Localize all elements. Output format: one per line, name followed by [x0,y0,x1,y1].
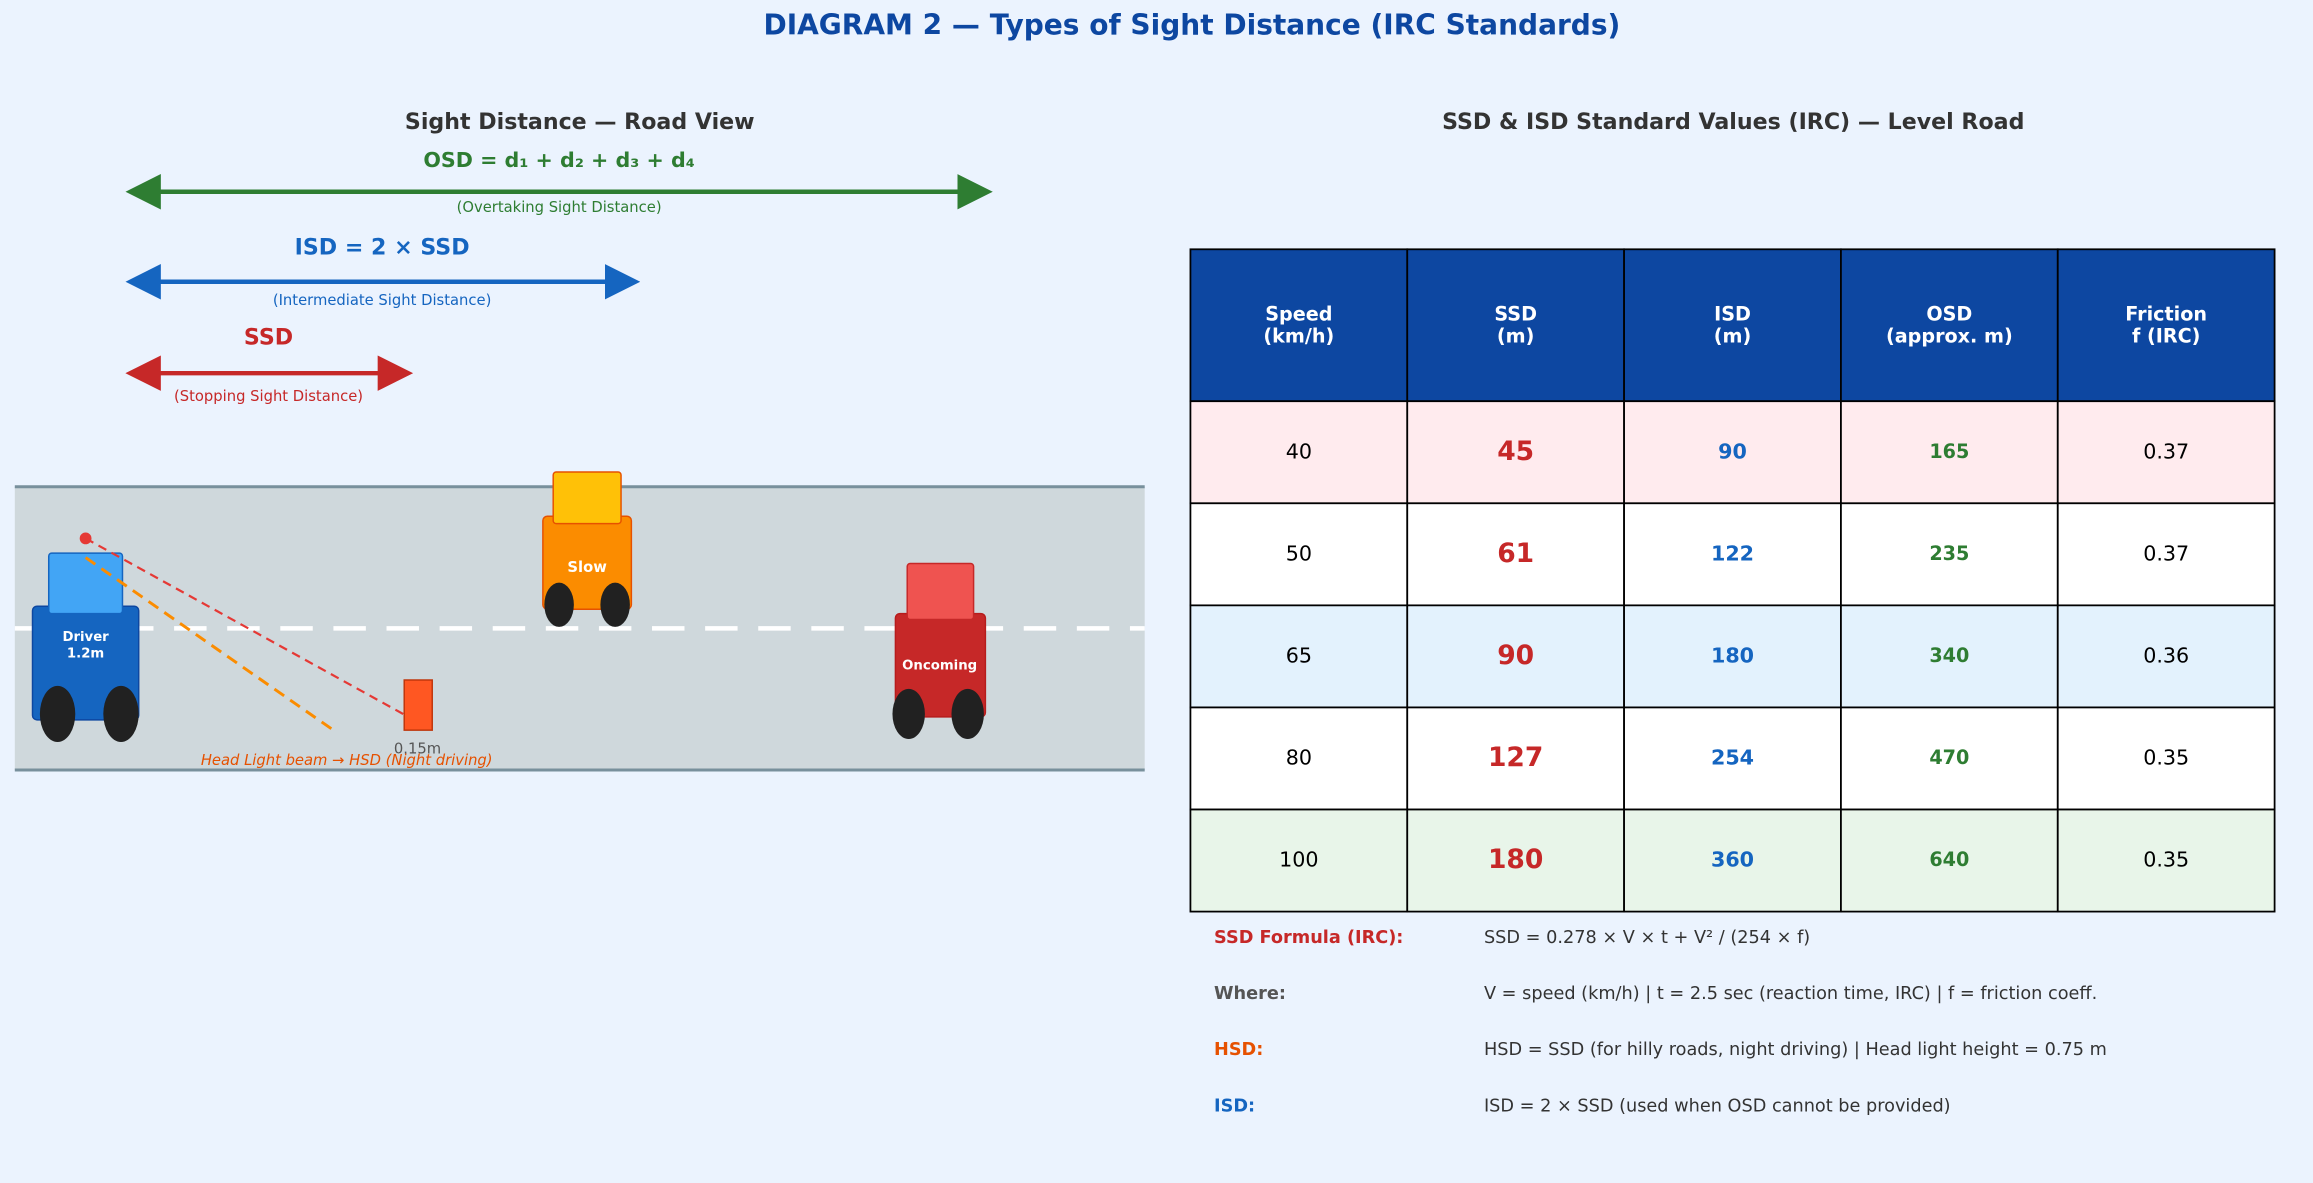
page-title: DIAGRAM 2 — Types of Sight Distance (IRC… [763,9,1620,42]
header-text: ISD [1714,302,1751,325]
cell-text: 0.37 [2143,439,2189,463]
osd-caption: (Overtaking Sight Distance) [457,199,662,216]
slow-cabin [552,471,622,525]
header-cell [2056,248,2276,403]
headlight-beam [84,556,335,732]
cell-text: 0.35 [2143,848,2189,872]
note-text: V = speed (km/h) | t = 2.5 sec (reaction… [1484,984,2097,1004]
cell-text: 50 [1286,541,1312,565]
cell [1189,808,1409,913]
cell [1840,604,2059,709]
notes: SSD Formula (IRC): SSD = 0.278 × V × t + … [1214,928,2107,1116]
header-text: OSD [1926,302,1972,325]
cell-text: 40 [1286,439,1312,463]
wheel [544,582,574,627]
header-cell [1623,248,1842,403]
header-text: SSD [1494,302,1537,325]
cell [1840,400,2059,505]
cell-text: 61 [1497,538,1534,569]
wheel [951,688,984,740]
obstacle [403,679,433,731]
note-label: HSD: [1214,1040,1263,1060]
header-text: (approx. m) [1886,325,2013,348]
cell [2056,706,2276,811]
note-text: SSD = 0.278 × V × t + V² / (254 × f) [1484,928,1810,948]
header-text: (m) [1714,325,1751,348]
cell-text: 122 [1711,541,1754,565]
cell [1406,400,1625,505]
cell [1406,604,1625,709]
headlight-note: Head Light beam → HSD (Night driving) [201,752,493,769]
cell-text: 127 [1488,742,1543,773]
header-text: f (IRC) [2132,325,2200,348]
header-cell [1406,248,1625,403]
cell-text: 0.37 [2143,541,2189,565]
cell [1406,502,1625,607]
isd-formula: ISD = 2 × SSD [295,234,470,260]
cell [2056,604,2276,709]
isd-caption: (Intermediate Sight Distance) [273,292,492,309]
cell-text: 0.35 [2143,745,2189,769]
cell-text: 180 [1711,643,1754,667]
cell-text: 254 [1711,745,1754,769]
note-label: Where: [1214,984,1286,1004]
wheel [892,688,925,740]
cell [1189,502,1409,607]
cell-text: 65 [1286,643,1312,667]
cell [1623,604,1842,709]
cell [1189,706,1409,811]
header-text: Speed [1265,302,1332,325]
cell [2056,502,2276,607]
obstacle-label: 0.15m [394,740,441,757]
cell-text: 360 [1711,848,1754,872]
cell [1840,706,2059,811]
wheel [103,685,139,742]
cell-text: 90 [1718,439,1747,463]
cell [1840,502,2059,607]
oncoming-cabin [906,562,975,621]
cell-text: 640 [1929,848,1969,871]
cell-text: 0.36 [2143,643,2189,667]
slow-label: Slow [567,559,607,576]
panel-title: Sight Distance — Road View [405,109,755,135]
header-text: Friction [2125,302,2207,325]
cell-text: 45 [1497,436,1534,467]
osd-formula: OSD = d₁ + d₂ + d₃ + d₄ [423,148,694,172]
cell-text: 90 [1497,640,1534,671]
driver-cabin [47,552,124,615]
cell [1623,400,1842,505]
table: Speed(km/h)SSD(m)ISD(m)OSD(approx. m)Fri… [1189,248,2276,913]
header-text: (m) [1497,325,1534,348]
cell [1623,502,1842,607]
cell-text: 340 [1929,644,1969,667]
header-cell [1840,248,2059,403]
cell-text: 180 [1488,844,1543,875]
cell [1189,604,1409,709]
wheel [39,685,76,742]
cell-text: 235 [1929,542,1969,565]
driver-label: Driver [62,630,109,645]
cell-text: 80 [1286,745,1312,769]
note-text: HSD = SSD (for hilly roads, night drivin… [1484,1040,2107,1060]
cell-text: 470 [1929,746,1969,769]
note-text: ISD = 2 × SSD (used when OSD cannot be p… [1484,1096,1951,1116]
table-title: SSD & ISD Standard Values (IRC) — Level … [1442,109,2024,135]
cell [1623,808,1842,913]
header-text: (km/h) [1263,325,1334,348]
note-label: ISD: [1214,1096,1255,1116]
oncoming-label: Oncoming [902,658,977,673]
driver-height: 1.2m [67,646,104,661]
sight-line [85,537,407,717]
cell [2056,808,2276,913]
note-label: SSD Formula (IRC): [1214,928,1403,948]
cell-text: 100 [1279,848,1318,872]
cell-text: 165 [1929,440,1969,463]
wheel [600,582,630,627]
cell [2056,400,2276,505]
ssd-formula: SSD [244,324,293,350]
ssd-caption: (Stopping Sight Distance) [174,388,363,405]
